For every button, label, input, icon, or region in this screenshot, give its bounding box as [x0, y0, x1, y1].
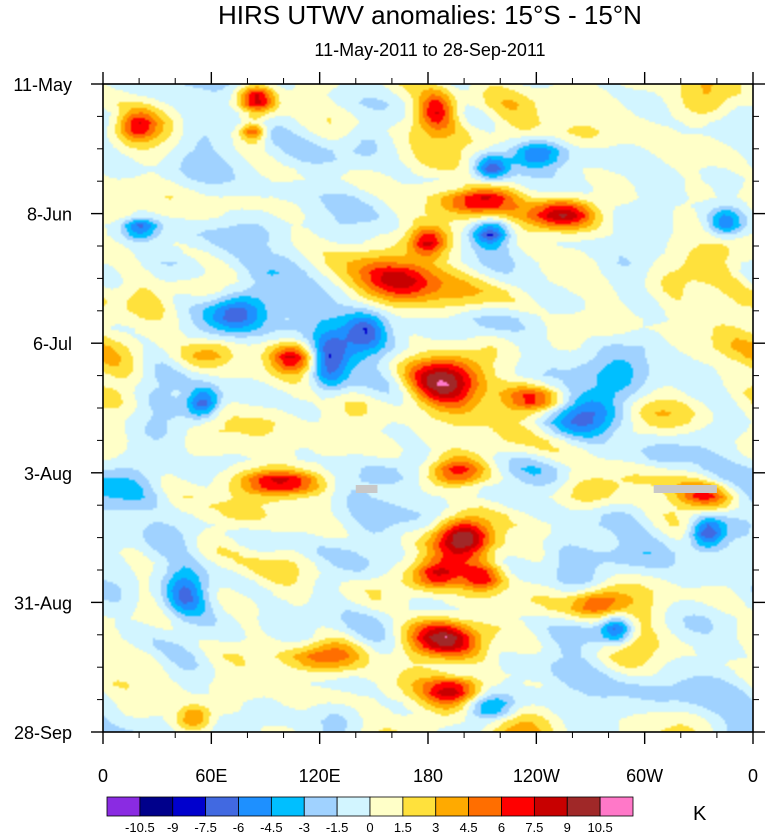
colorbar-units: K: [693, 803, 707, 825]
colorbar-box: [599, 796, 634, 817]
colorbar-level-label: 0: [366, 820, 373, 834]
colorbar-box: [369, 796, 404, 817]
colorbar-level-label: -6: [233, 820, 245, 834]
y-tick-label: 28-Sep: [14, 723, 72, 743]
missing-data-bar: [653, 485, 717, 493]
y-tick-label: 11-May: [13, 75, 72, 95]
x-axis: 0 60E 120E 180 120W 60W 0: [98, 72, 758, 786]
colorbar: -10.5 -9 -7.5 -6 -4.5 -3 -1.5 0 1.5 3 4.5 6 7.5 9 10.5: [106, 796, 634, 834]
missing-data-layer: [355, 485, 717, 493]
y-tick-label: 3-Aug: [24, 464, 72, 484]
colorbar-box: [533, 796, 568, 817]
colorbar-level-label: -4.5: [260, 820, 282, 834]
x-tick-label: 60W: [626, 766, 663, 786]
colorbar-level-label: -9: [167, 820, 179, 834]
colorbar-box: [270, 796, 305, 817]
colorbar-box: [501, 796, 535, 817]
colorbar-level-label: 10.5: [587, 820, 612, 834]
y-tick-label: 31-Aug: [14, 593, 72, 613]
colorbar-box: [435, 796, 470, 817]
chart-title: HIRS UTWV anomalies: 15°S - 15°N: [218, 0, 642, 30]
colorbar-box: [238, 796, 272, 817]
colorbar-box: [106, 796, 141, 817]
colorbar-level-label: 7.5: [525, 820, 543, 834]
colorbar-level-label: -10.5: [125, 820, 155, 834]
colorbar-level-label: 1.5: [394, 820, 412, 834]
colorbar-box: [402, 796, 437, 817]
colorbar-level-label: 9: [564, 820, 571, 834]
colorbar-level-label: 6: [498, 820, 505, 834]
y-tick-label: 8-Jun: [27, 205, 72, 225]
chart-subtitle: 11-May-2011 to 28-Sep-2011: [314, 40, 546, 60]
colorbar-box: [139, 796, 174, 817]
x-tick-label: 180: [413, 766, 443, 786]
colorbar-box: [172, 796, 207, 817]
colorbar-level-label: 3: [432, 820, 439, 834]
x-tick-label: 0: [748, 766, 758, 786]
x-tick-label: 60E: [195, 766, 227, 786]
colorbar-level-label: -1.5: [326, 820, 348, 834]
x-tick-label: 120E: [299, 766, 341, 786]
anomaly-heatmap: [103, 84, 753, 732]
colorbar-level-label: -7.5: [194, 820, 216, 834]
colorbar-level-label: 4.5: [460, 820, 478, 834]
x-tick-label: 120W: [513, 766, 560, 786]
colorbar-box: [303, 796, 338, 817]
colorbar-box: [566, 796, 601, 817]
missing-data-bar: [355, 485, 378, 493]
y-axis: 11-May 8-Jun 6-Jul 3-Aug 31-Aug 28-Sep: [13, 75, 765, 743]
colorbar-box: [336, 796, 371, 817]
colorbar-level-label: -3: [298, 820, 310, 834]
y-tick-label: 6-Jul: [33, 334, 72, 354]
x-tick-label: 0: [98, 766, 108, 786]
colorbar-box: [468, 796, 502, 817]
colorbar-box: [205, 796, 239, 817]
